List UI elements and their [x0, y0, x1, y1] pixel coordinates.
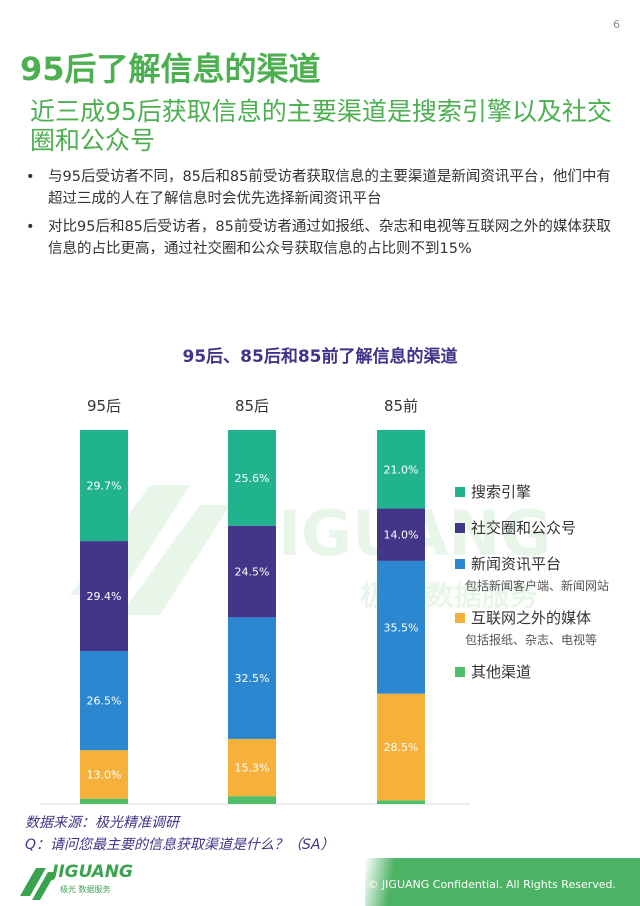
category-label: 95后 [87, 397, 121, 415]
stacked-bar-chart: 95后 13.0% 26.5% 29.4% 29.7% 85后 15.3% 32.5% 24.5… [40, 397, 470, 805]
bar-segment [80, 651, 128, 751]
source-text: 数据来源：极光精准调研 [25, 815, 179, 831]
legend-note: 包括报纸、杂志、电视等 [465, 633, 598, 647]
bullet-item: • 与95后受访者不同，85后和85前受访者获取信息的主要渠道是新闻资讯平台，他… [24, 166, 620, 210]
bar-segment [80, 750, 128, 799]
bar-segment [228, 430, 276, 526]
bullet-list: • 与95后受访者不同，85后和85前受访者获取信息的主要渠道是新闻资讯平台，他… [24, 166, 620, 266]
value-label: 13.0% [87, 768, 122, 781]
bar-segment [228, 738, 276, 797]
legend-note [455, 504, 640, 516]
bar-segment [80, 798, 128, 804]
value-label: 21.0% [384, 463, 419, 476]
value-label: 28.5% [384, 741, 419, 754]
bar-segment [377, 693, 425, 801]
value-label: 29.4% [87, 590, 122, 603]
legend-item-news: 新闻资讯平台 [455, 552, 640, 576]
legend-note [455, 540, 640, 552]
legend-item-social: 社交圈和公众号 [455, 516, 640, 540]
legend-note: 包括新闻客户端、新闻网站 [465, 579, 610, 593]
source-note: 数据来源：极光精准调研 Q：请问您最主要的信息获取渠道是什么？（SA） [25, 812, 334, 856]
page-number: 6 [613, 18, 620, 31]
value-label: 15.3% [235, 762, 270, 775]
bar-segment [228, 525, 276, 618]
legend-swatch [455, 667, 465, 677]
bullet-text: 与95后受访者不同，85后和85前受访者获取信息的主要渠道是新闻资讯平台，他们中… [48, 169, 611, 207]
page-title: 95后了解信息的渠道 [20, 50, 321, 88]
category-label: 85后 [235, 397, 269, 415]
legend-item-offline: 互联网之外的媒体 [455, 606, 640, 630]
legend-label: 互联网之外的媒体 [471, 609, 592, 627]
question-text: Q：请问您最主要的信息获取渠道是什么？（SA） [25, 837, 335, 853]
value-label: 25.6% [235, 472, 270, 485]
copyright: © JIGUANG Confidential. All Rights Reser… [367, 878, 616, 891]
value-label: 14.0% [384, 529, 419, 542]
bullet-dot: • [26, 219, 35, 235]
bullet-item: • 对比95后和85后受访者，85前受访者通过如报纸、杂志和电视等互联网之外的媒… [24, 216, 620, 260]
bullet-text: 对比95后和85后受访者，85前受访者通过如报纸、杂志和电视等互联网之外的媒体获… [48, 219, 611, 257]
value-label: 26.5% [87, 695, 122, 708]
bar-segment [228, 617, 276, 739]
bullet-dot: • [26, 169, 35, 185]
value-label: 32.5% [235, 672, 270, 685]
legend-swatch [455, 487, 465, 497]
bar-segment [377, 508, 425, 561]
page-subtitle: 近三成95后获取信息的主要渠道是搜索引擎以及社交圈和公众号 [30, 97, 612, 155]
legend-label: 新闻资讯平台 [471, 555, 562, 573]
chart-title: 95后、85后和85前了解信息的渠道 [182, 347, 458, 367]
bar-segment [228, 796, 276, 804]
legend-label: 搜索引擎 [471, 483, 532, 501]
legend-swatch [455, 523, 465, 533]
jiguang-logo-icon [20, 868, 56, 900]
bar-segment [80, 541, 128, 652]
footer-logo-text: JIGUANG [52, 862, 133, 882]
bar-segment [377, 800, 425, 804]
value-label: 24.5% [235, 566, 270, 579]
legend-swatch [455, 613, 465, 623]
category-label: 85前 [384, 397, 418, 415]
chart-legend: 搜索引擎 社交圈和公众号 新闻资讯平台 包括新闻客户端、新闻网站 互联网之外的媒… [455, 480, 640, 684]
legend-item-other: 其他渠道 [455, 660, 640, 684]
legend-label: 其他渠道 [471, 663, 532, 681]
value-label: 35.5% [384, 621, 419, 634]
legend-item-search: 搜索引擎 [455, 480, 640, 504]
bar-segment [377, 430, 425, 509]
legend-label: 社交圈和公众号 [471, 519, 577, 537]
bar-segment [80, 430, 128, 542]
footer-logo-sub: 极光 数据服务 [60, 885, 111, 894]
value-label: 29.7% [87, 480, 122, 493]
bar-segment [377, 560, 425, 694]
footer-band [365, 858, 640, 906]
legend-swatch [455, 559, 465, 569]
